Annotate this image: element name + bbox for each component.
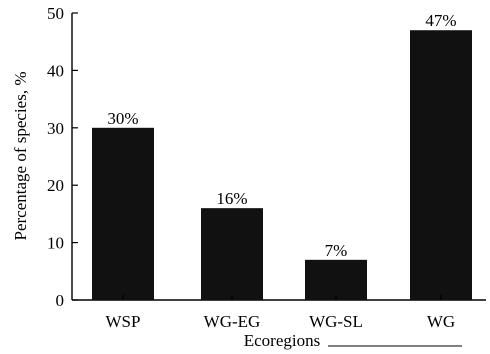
bar [92,127,154,300]
data-labels: 30% 16% 7% 47% [107,11,456,260]
x-axis-title: Ecoregions [244,331,320,350]
bar-value-label: 7% [325,241,348,260]
bars [92,30,472,300]
x-category-label: WSP [106,312,141,331]
bar-value-label: 16% [216,189,247,208]
y-tick-label: 50 [47,4,64,23]
x-category-labels: WSP WG-EG WG-SL WG [106,295,455,331]
x-category-label: WG-EG [204,312,261,331]
y-tick-label: 20 [47,176,64,195]
bar-value-label: 30% [107,109,138,128]
y-ticks: 0 10 20 30 40 50 [47,4,78,310]
x-category-label: WG [427,312,455,331]
y-tick-label: 40 [47,61,64,80]
y-tick-label: 0 [56,291,65,310]
y-tick-label: 10 [47,234,64,253]
bar [305,259,367,300]
y-tick-label: 30 [47,119,64,138]
bar-value-label: 47% [425,11,456,30]
bar [410,30,472,300]
bar [201,208,263,300]
x-category-label: WG-SL [309,312,363,331]
y-axis-title: Percentage of species, % [11,72,30,241]
